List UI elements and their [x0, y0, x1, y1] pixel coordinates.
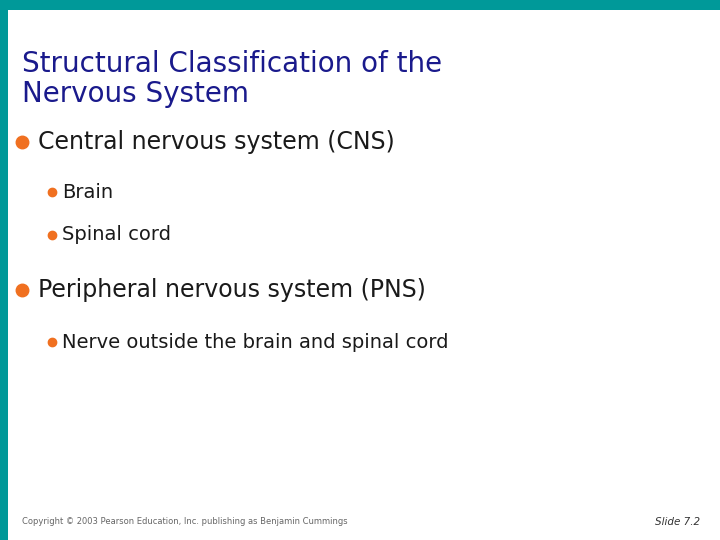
Text: Slide 7.2: Slide 7.2 [655, 517, 700, 527]
Text: Structural Classification of the: Structural Classification of the [22, 50, 442, 78]
Text: Nervous System: Nervous System [22, 80, 249, 108]
Text: Spinal cord: Spinal cord [62, 226, 171, 245]
Text: Central nervous system (CNS): Central nervous system (CNS) [38, 130, 395, 154]
Text: Nerve outside the brain and spinal cord: Nerve outside the brain and spinal cord [62, 333, 449, 352]
Text: Copyright © 2003 Pearson Education, Inc. publishing as Benjamin Cummings: Copyright © 2003 Pearson Education, Inc.… [22, 517, 348, 526]
Text: Peripheral nervous system (PNS): Peripheral nervous system (PNS) [38, 278, 426, 302]
Bar [0, 0, 720, 10]
Text: Brain: Brain [62, 183, 113, 201]
Bar [0, 10, 8, 540]
